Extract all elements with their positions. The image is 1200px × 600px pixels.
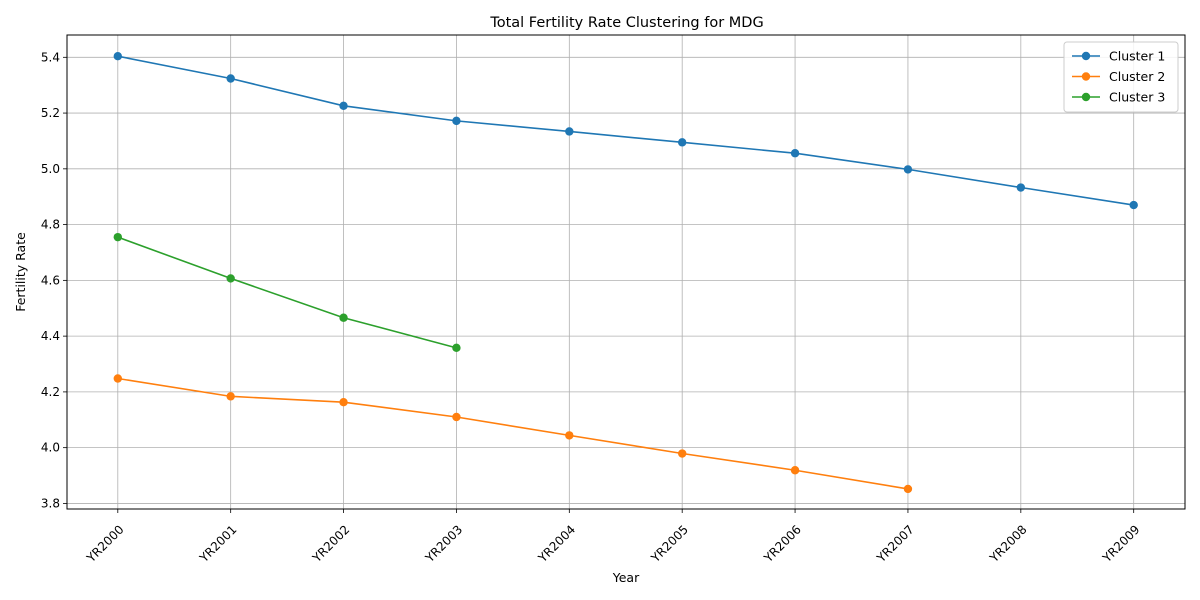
series-line [117, 377, 909, 490]
x-tick-label: YR2003 [422, 522, 465, 565]
data-point [452, 343, 461, 353]
legend-marker [1081, 92, 1091, 102]
x-tick-label: YR2004 [535, 522, 578, 565]
data-point [113, 51, 123, 61]
data-point [677, 449, 687, 458]
data-point [790, 149, 800, 158]
y-tick-label: 4.2 [41, 385, 60, 399]
plot-frame [66, 34, 1186, 510]
data-point [565, 431, 574, 440]
legend-label: Cluster 1 [1109, 49, 1165, 64]
data-point [452, 412, 461, 422]
legend: Cluster 1 Cluster 2 Cluster 3 [1063, 41, 1179, 113]
y-tick-label: 5.2 [41, 106, 60, 120]
y-tick-label: 4.6 [41, 273, 60, 287]
y-tick-label: 5.4 [41, 50, 60, 64]
series-cluster-3 [113, 232, 461, 353]
data-point [565, 127, 574, 136]
data-point [226, 74, 235, 83]
series-group [113, 51, 1138, 494]
y-tick-label: 4.0 [41, 441, 60, 455]
axis-ticks: YR2000 YR2001 YR2002 YR2003 YR2004 YR2005 YR20… [41, 50, 1143, 565]
y-tick-label: 4.4 [41, 329, 60, 343]
y-axis-label: Fertility Rate [13, 232, 28, 312]
data-point [903, 484, 913, 494]
data-point [113, 232, 123, 242]
legend-label: Cluster 3 [1109, 90, 1165, 105]
data-point [1129, 200, 1138, 210]
data-point [677, 138, 687, 147]
legend-label: Cluster 2 [1109, 69, 1165, 84]
y-tick-label: 3.8 [41, 496, 60, 510]
data-point [1016, 183, 1026, 192]
x-tick-label: YR2001 [196, 522, 239, 565]
legend-marker [1081, 51, 1091, 61]
y-tick-label: 4.8 [41, 218, 60, 232]
series-line [117, 55, 1134, 206]
data-point [452, 116, 461, 126]
x-tick-label: YR2005 [648, 522, 691, 565]
data-point [339, 313, 348, 322]
data-point [339, 101, 348, 111]
series-line [117, 236, 457, 349]
legend-marker [1081, 72, 1091, 81]
series-cluster-1 [113, 51, 1138, 210]
x-tick-label: YR2006 [761, 522, 804, 565]
x-tick-label: YR2002 [309, 522, 352, 565]
x-tick-label: YR2000 [83, 522, 126, 565]
data-point [113, 374, 123, 383]
data-point [339, 398, 348, 407]
x-tick-label: YR2007 [873, 522, 916, 565]
series-cluster-2 [113, 374, 913, 494]
x-tick-label: YR2008 [986, 522, 1029, 565]
x-axis-label: Year [612, 570, 640, 585]
y-tick-label: 5.0 [41, 162, 60, 176]
legend-box [1063, 41, 1179, 113]
data-point [226, 392, 235, 401]
data-point [790, 466, 800, 475]
data-point [226, 274, 235, 283]
chart-title: Total Fertility Rate Clustering for MDG [489, 15, 763, 31]
grid-lines [67, 35, 1185, 509]
data-point [903, 165, 913, 174]
x-tick-label: YR2009 [1099, 522, 1142, 565]
